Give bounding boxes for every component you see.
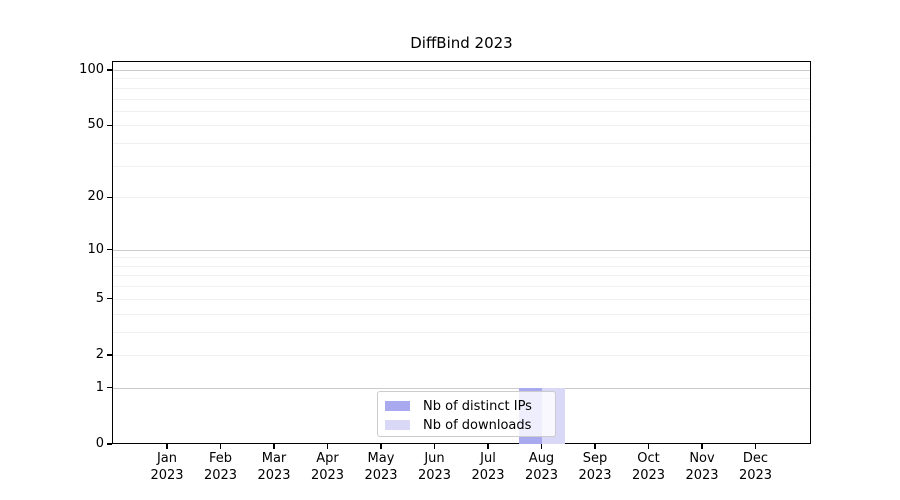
x-tick-label: Aug 2023: [524, 451, 559, 483]
gridline-minor: [113, 125, 810, 127]
x-tick: [273, 444, 275, 449]
gridline-major: [113, 69, 810, 71]
y-tick: [107, 124, 112, 126]
x-tick: [487, 444, 489, 449]
x-tick: [326, 444, 329, 449]
gridline-minor: [113, 275, 810, 277]
x-tick-label: Dec 2023: [738, 451, 773, 483]
y-tick-label: 10: [87, 241, 104, 257]
gridline-minor: [113, 110, 810, 112]
gridline-minor: [113, 87, 810, 89]
y-tick: [107, 69, 112, 71]
x-tick-label: Oct 2023: [631, 451, 666, 483]
y-tick-label: 0: [95, 436, 104, 451]
gridline-minor: [113, 265, 810, 267]
x-tick: [594, 444, 596, 449]
x-tick-label: Jan 2023: [150, 451, 184, 483]
x-tick: [754, 444, 757, 449]
gridline-minor: [113, 78, 810, 80]
x-tick-label: Jul 2023: [471, 451, 505, 483]
chart-title: DiffBind 2023: [410, 34, 513, 52]
gridline-minor: [113, 298, 810, 300]
plot-area: [112, 61, 811, 444]
y-tick-label: 1: [95, 379, 104, 395]
gridline-major: [113, 249, 810, 251]
legend-entry-distinct-ips: Nb of distinct IPs: [385, 397, 547, 415]
x-tick-label: Mar 2023: [257, 451, 291, 483]
x-tick-label: May 2023: [364, 451, 398, 483]
x-tick: [647, 444, 650, 449]
x-tick: [380, 444, 382, 449]
legend-entry-downloads: Nb of downloads: [385, 416, 547, 434]
legend: Nb of distinct IPs Nb of downloads: [377, 391, 556, 437]
x-tick-label: Sep 2023: [578, 451, 612, 483]
x-tick: [433, 444, 436, 449]
y-tick: [107, 249, 112, 251]
legend-swatch-distinct-ips-icon: [385, 401, 410, 411]
gridline-minor: [113, 257, 810, 259]
gridline-major: [113, 387, 810, 389]
y-tick: [107, 387, 112, 389]
x-tick-label: Feb 2023: [203, 451, 238, 483]
gridline-minor: [113, 331, 810, 333]
x-tick: [166, 444, 168, 449]
y-tick: [107, 354, 112, 356]
x-tick: [701, 444, 703, 449]
y-tick: [107, 443, 112, 445]
x-tick-label: Nov 2023: [685, 451, 719, 483]
gridline-minor: [113, 354, 810, 356]
y-tick-label: 20: [87, 189, 104, 205]
x-tick-label: Jun 2023: [417, 451, 452, 483]
x-tick-label: Apr 2023: [310, 451, 345, 483]
y-tick-label: 50: [87, 117, 104, 133]
legend-label-downloads: Nb of downloads: [423, 417, 532, 433]
y-tick: [107, 298, 112, 300]
y-tick: [107, 196, 112, 198]
legend-swatch-downloads-icon: [385, 420, 410, 430]
gridline-minor: [113, 286, 810, 288]
legend-label-distinct-ips: Nb of distinct IPs: [423, 398, 532, 414]
y-tick-label: 2: [95, 346, 104, 362]
y-tick-label: 5: [95, 290, 104, 306]
gridline-minor: [113, 98, 810, 100]
y-tick-label: 100: [79, 61, 104, 77]
x-tick: [540, 444, 543, 449]
gridline-minor: [113, 143, 810, 145]
gridline-minor: [113, 313, 810, 315]
gridline-minor: [113, 165, 810, 167]
gridline-minor: [113, 197, 810, 199]
x-tick: [219, 444, 222, 449]
